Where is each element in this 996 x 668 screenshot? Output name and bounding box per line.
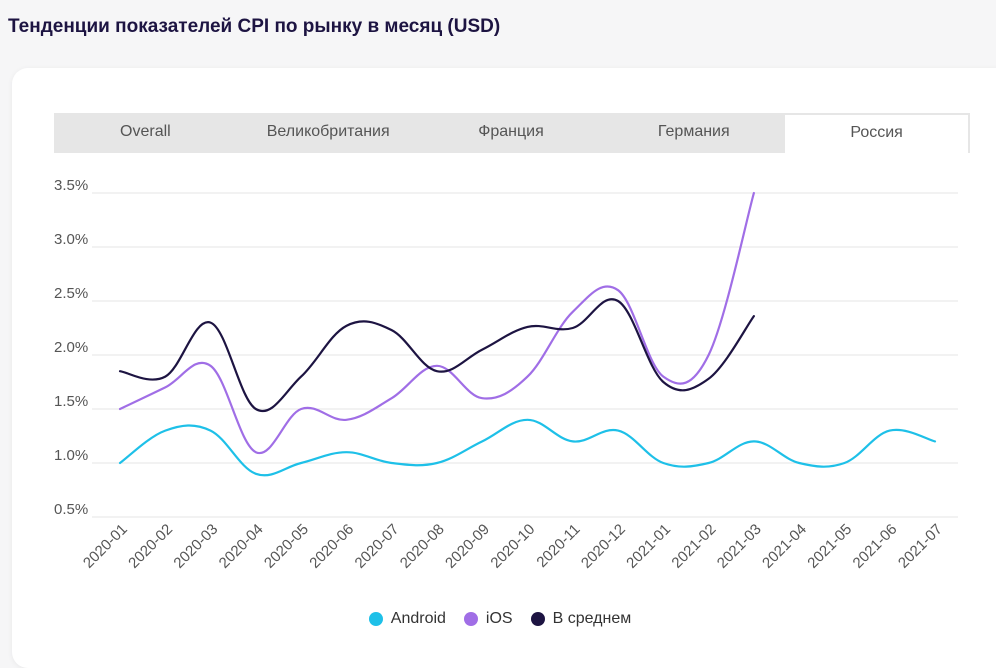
page-title: Тенденции показателей CPI по рынку в мес… [8, 16, 501, 37]
legend-item-average[interactable]: В среднем [530, 610, 632, 628]
legend-item-android[interactable]: Android [368, 610, 446, 628]
chart-legend: Android iOS В среднем [0, 610, 996, 628]
x-tick-label: 2020-01 [80, 521, 131, 572]
tab-germany[interactable]: Германия [657, 123, 730, 140]
x-tick-label: 2021-04 [759, 521, 810, 572]
legend-dot-ios [463, 612, 478, 626]
y-tick-label: 3.0% [54, 231, 88, 248]
series-line-android[interactable] [118, 418, 937, 477]
x-tick-label: 2020-03 [170, 521, 221, 572]
x-tick-label: 2020-10 [487, 521, 538, 572]
market-tabs: Overall Великобритания Франция Германия … [54, 113, 970, 153]
x-tick-label: 2020-08 [397, 521, 448, 572]
legend-item-ios[interactable]: iOS [463, 610, 513, 628]
tab-uk[interactable]: Великобритания [266, 123, 390, 140]
legend-label-android: Android [390, 610, 446, 627]
y-tick-label: 1.0% [54, 447, 88, 464]
legend-label-average: В среднем [552, 610, 632, 627]
x-tick-label: 2021-01 [623, 521, 674, 572]
tab-russia[interactable]: Россия [785, 113, 970, 153]
legend-label-ios: iOS [485, 610, 513, 627]
y-tick-label: 0.5% [54, 501, 88, 518]
x-tick-label: 2020-02 [125, 521, 176, 572]
x-tick-label: 2021-07 [895, 521, 946, 572]
x-tick-label: 2020-07 [352, 521, 403, 572]
tab-france[interactable]: Франция [478, 123, 544, 140]
x-tick-label: 2021-02 [668, 521, 719, 572]
x-tick-label: 2020-09 [442, 521, 493, 572]
x-tick-label: 2021-06 [850, 521, 901, 572]
x-tick-label: 2020-05 [261, 521, 312, 572]
y-tick-label: 2.0% [54, 339, 88, 356]
x-tick-label: 2021-03 [714, 521, 765, 572]
x-tick-label: 2020-06 [306, 521, 357, 572]
x-tick-label: 2020-04 [216, 521, 267, 572]
series-line-average[interactable] [118, 298, 755, 413]
cpi-line-chart: 3.5%3.0%2.5%2.0%1.5%1.0%0.5%2020-012020-… [54, 177, 958, 572]
legend-dot-android [368, 612, 383, 626]
tab-overall[interactable]: Overall [120, 123, 171, 140]
x-tick-label: 2020-11 [533, 521, 583, 571]
x-tick-label: 2020-12 [578, 521, 629, 572]
series-line-ios[interactable] [118, 191, 755, 455]
y-tick-label: 2.5% [54, 285, 88, 302]
y-tick-label: 1.5% [54, 393, 88, 410]
x-tick-label: 2021-05 [804, 521, 855, 572]
y-tick-label: 3.5% [54, 177, 88, 194]
legend-dot-average [530, 612, 545, 626]
chart-card [12, 68, 996, 668]
